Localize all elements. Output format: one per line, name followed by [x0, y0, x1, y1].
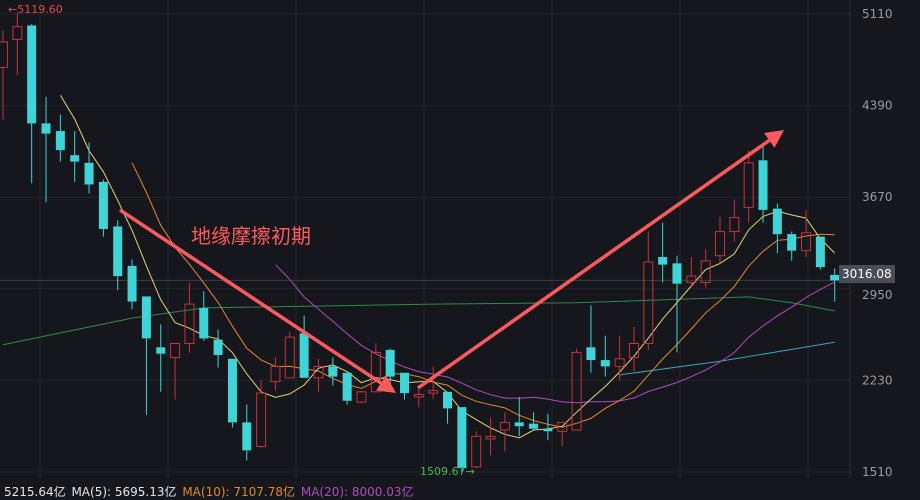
candle-down [156, 347, 166, 354]
down-trend-arrow-shaft [119, 208, 382, 385]
candle-up [700, 260, 711, 283]
volume-ma10: MA(10): 7107.78亿 [182, 485, 296, 499]
y-tick-label: 1510 [862, 465, 893, 479]
candle-up [571, 351, 582, 431]
candle-down [213, 339, 223, 355]
candle-down [443, 391, 453, 409]
candle-up [428, 390, 439, 394]
candle-down [772, 208, 782, 235]
candle-down [299, 333, 309, 378]
candle-up [628, 343, 639, 358]
candle-up [729, 217, 740, 233]
candle-up [413, 393, 424, 398]
up-trend-arrow-head [764, 130, 784, 148]
volume-ma5: MA(5): 5695.13亿 [71, 485, 177, 499]
candle-down [98, 181, 108, 230]
candle-down [815, 236, 825, 268]
long-ma-green-line [2, 296, 835, 346]
candle-down [113, 226, 123, 277]
candle-up [499, 421, 510, 431]
volume-ma20: MA(20): 8000.03亿 [300, 485, 414, 499]
candle-up [284, 336, 295, 379]
candle-up [557, 421, 568, 432]
candle-down [457, 407, 467, 469]
candle-up [256, 392, 267, 448]
up-trend-arrow-shaft [416, 138, 771, 390]
candle-down [141, 296, 151, 339]
candle-up [12, 26, 23, 40]
candle-down [70, 155, 80, 162]
candle-down [600, 360, 610, 367]
candle-down [672, 263, 682, 284]
annotation-text: 地缘摩擦初期 [191, 224, 311, 248]
candle-down [758, 160, 768, 210]
candle-down [55, 131, 65, 151]
candle-up [801, 232, 812, 252]
candle-down [529, 423, 539, 429]
candle-up [643, 261, 654, 345]
candle-down [658, 256, 668, 265]
candle-up [313, 365, 324, 379]
candle-up [715, 231, 725, 257]
candle-up [270, 365, 281, 383]
low-price-label: 1509.67→ [420, 465, 475, 478]
y-tick-label: 3670 [862, 190, 893, 204]
volume-value: 5215.64亿 [4, 485, 66, 499]
candle-down [400, 372, 410, 394]
candle-down [242, 422, 252, 451]
candle-down [514, 422, 524, 427]
candle-down [328, 366, 338, 377]
candle-down [227, 358, 237, 423]
y-tick-label: 2950 [862, 288, 893, 302]
y-tick-label: 4390 [862, 99, 893, 113]
candle-down [342, 372, 352, 401]
candle-down [385, 349, 395, 377]
candle-down [543, 428, 553, 432]
candle-up [370, 351, 381, 393]
candle-down [27, 25, 37, 124]
down-trend-arrow-head [376, 375, 396, 393]
candle-up [471, 435, 482, 468]
ma20-line [275, 264, 835, 404]
long-ma-teal-line [619, 341, 835, 376]
y-tick-label: 5110 [862, 7, 893, 21]
candle-up [743, 162, 754, 208]
candle-down [41, 123, 51, 134]
ma5-line [59, 94, 836, 439]
candle-down [84, 162, 94, 185]
high-price-label: ←5119.60 [8, 3, 63, 16]
candle-up [485, 435, 496, 440]
ma10-line [131, 162, 835, 428]
candle-up [356, 391, 367, 403]
candle-down [787, 234, 797, 251]
candle-down [586, 347, 596, 361]
y-tick-label: 2230 [862, 373, 893, 387]
volume-legend: 5215.64亿 MA(5): 5695.13亿 MA(10): 7107.78… [4, 485, 416, 499]
candle-up [686, 275, 697, 283]
candle-up [184, 303, 195, 345]
candle-down [830, 274, 840, 281]
candle-up [170, 343, 181, 358]
last-price-tag: 3016.08 [839, 265, 895, 283]
candle-down [199, 307, 209, 339]
candle-up [614, 358, 625, 367]
candle-up [0, 41, 8, 68]
candle-down [127, 265, 137, 302]
